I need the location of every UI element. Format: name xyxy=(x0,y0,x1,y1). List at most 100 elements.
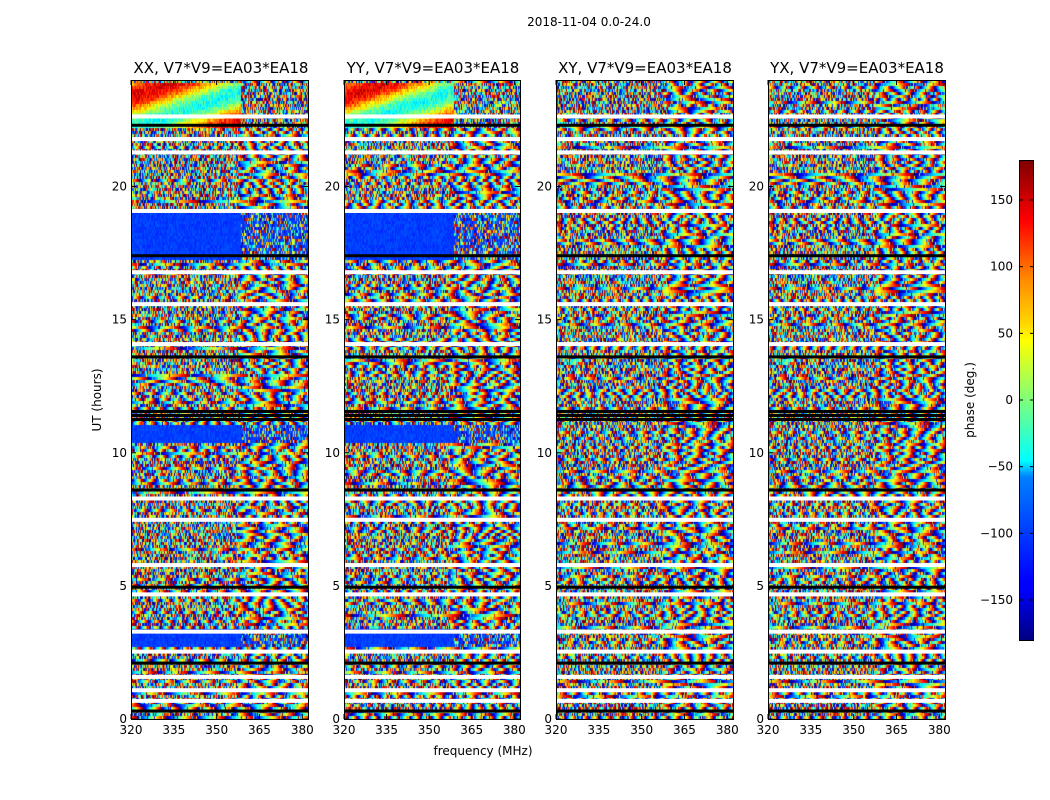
flagged-row xyxy=(556,150,733,155)
panel-title: XX, V7*V9=EA03*EA18 xyxy=(134,59,309,77)
flagged-row xyxy=(556,661,733,665)
panel-frame xyxy=(131,80,309,720)
flagged-row xyxy=(344,270,520,275)
panel-frame xyxy=(768,80,946,720)
x-tick-label: 335 xyxy=(375,723,398,737)
flagged-row xyxy=(131,123,308,127)
x-tick-label: 365 xyxy=(673,723,696,737)
flagged-row xyxy=(131,114,308,119)
flagged-row xyxy=(556,254,733,258)
flagged-row xyxy=(556,496,733,501)
flagged-row xyxy=(344,563,520,568)
x-tick-label: 365 xyxy=(885,723,908,737)
x-tick-label: 320 xyxy=(333,723,356,737)
y-tick-label: 10 xyxy=(537,446,552,460)
flagged-row xyxy=(768,417,945,421)
flagged-row xyxy=(556,488,733,492)
x-tick-label: 380 xyxy=(291,723,314,737)
x-tick-label: 350 xyxy=(630,723,653,737)
flagged-row xyxy=(344,150,520,155)
x-tick-label: 320 xyxy=(757,723,780,737)
panel-title: YX, V7*V9=EA03*EA18 xyxy=(769,59,944,77)
panel-frame xyxy=(344,80,521,720)
flagged-row xyxy=(768,123,945,127)
flagged-row xyxy=(344,342,520,347)
colorbar-tick-label: 50 xyxy=(998,326,1013,340)
x-tick-label: 380 xyxy=(716,723,739,737)
flagged-row xyxy=(556,270,733,275)
flagged-row xyxy=(768,674,945,679)
flagged-row xyxy=(768,270,945,275)
flagged-row xyxy=(768,488,945,492)
flagged-row xyxy=(768,661,945,665)
flagged-row xyxy=(131,137,308,142)
heatmap-raster xyxy=(131,80,308,719)
flagged-row xyxy=(131,698,308,703)
y-tick-label: 0 xyxy=(756,712,764,726)
flagged-row xyxy=(556,592,733,597)
flagged-row xyxy=(344,123,520,127)
heatmap-xx xyxy=(131,80,308,719)
flagged-row xyxy=(768,413,945,417)
y-tick-label: 10 xyxy=(112,446,127,460)
y-tick-label: 5 xyxy=(756,579,764,593)
y-axis-yx: 0 5 10 15 20 xyxy=(749,180,945,726)
heatmap-raster xyxy=(556,80,733,719)
flagged-row xyxy=(556,517,733,522)
flagged-row xyxy=(768,208,945,213)
flagged-row xyxy=(344,417,520,421)
y-tick-label: 15 xyxy=(112,313,127,327)
y-tick-label: 20 xyxy=(112,180,127,194)
flagged-row xyxy=(344,254,520,258)
flagged-row xyxy=(768,150,945,155)
flagged-row xyxy=(131,496,308,501)
flagged-row xyxy=(131,563,308,568)
x-axis-yx: 320 335 350 365 380 xyxy=(757,80,951,737)
flagged-row xyxy=(344,698,520,703)
flagged-row xyxy=(344,709,520,713)
flagged-row xyxy=(768,649,945,654)
y-tick-label: 0 xyxy=(332,712,340,726)
flagged-row xyxy=(768,137,945,142)
y-tick-label: 20 xyxy=(537,180,552,194)
x-axis-xy: 320 335 350 365 380 xyxy=(545,80,739,737)
flagged-row xyxy=(768,563,945,568)
x-axis-xx: 320 335 350 365 380 xyxy=(120,80,314,737)
flagged-row xyxy=(768,709,945,713)
flagged-row xyxy=(131,517,308,522)
panel-title: YY, V7*V9=EA03*EA18 xyxy=(346,59,520,77)
colorbar-tick-label: 100 xyxy=(990,260,1013,274)
figure-suptitle: 2018-11-04 0.0-24.0 xyxy=(527,15,651,29)
flagged-row xyxy=(344,137,520,142)
flagged-row xyxy=(768,114,945,119)
flagged-row xyxy=(344,114,520,119)
heatmap-xy xyxy=(556,80,733,719)
flagged-row xyxy=(344,592,520,597)
flagged-row xyxy=(131,270,308,275)
y-axis-xx: 0 5 10 15 20 xyxy=(112,180,308,726)
flagged-row xyxy=(556,698,733,703)
flagged-row xyxy=(131,342,308,347)
y-tick-label: 20 xyxy=(325,180,340,194)
x-axis-yy: 320 335 350 365 380 xyxy=(333,80,526,737)
flagged-row xyxy=(556,114,733,119)
flagged-row xyxy=(344,585,520,589)
flagged-row xyxy=(768,698,945,703)
flagged-row xyxy=(131,302,308,307)
flagged-row xyxy=(556,208,733,213)
colorbar-tick-label: −150 xyxy=(980,593,1013,607)
flagged-row xyxy=(131,488,308,492)
flagged-row xyxy=(556,355,733,359)
y-tick-label: 15 xyxy=(537,313,552,327)
x-tick-label: 380 xyxy=(503,723,526,737)
x-tick-label: 380 xyxy=(928,723,951,737)
flagged-row xyxy=(344,302,520,307)
flagged-row xyxy=(131,709,308,713)
y-axis-xy: 0 5 10 15 20 xyxy=(537,180,733,726)
x-tick-label: 320 xyxy=(120,723,143,737)
flagged-row xyxy=(131,629,308,634)
flagged-row xyxy=(556,302,733,307)
panel-yy: YY, V7*V9=EA03*EA18 0 5 10 15 20 320 335 350 36… xyxy=(325,59,526,737)
flagged-row xyxy=(556,649,733,654)
